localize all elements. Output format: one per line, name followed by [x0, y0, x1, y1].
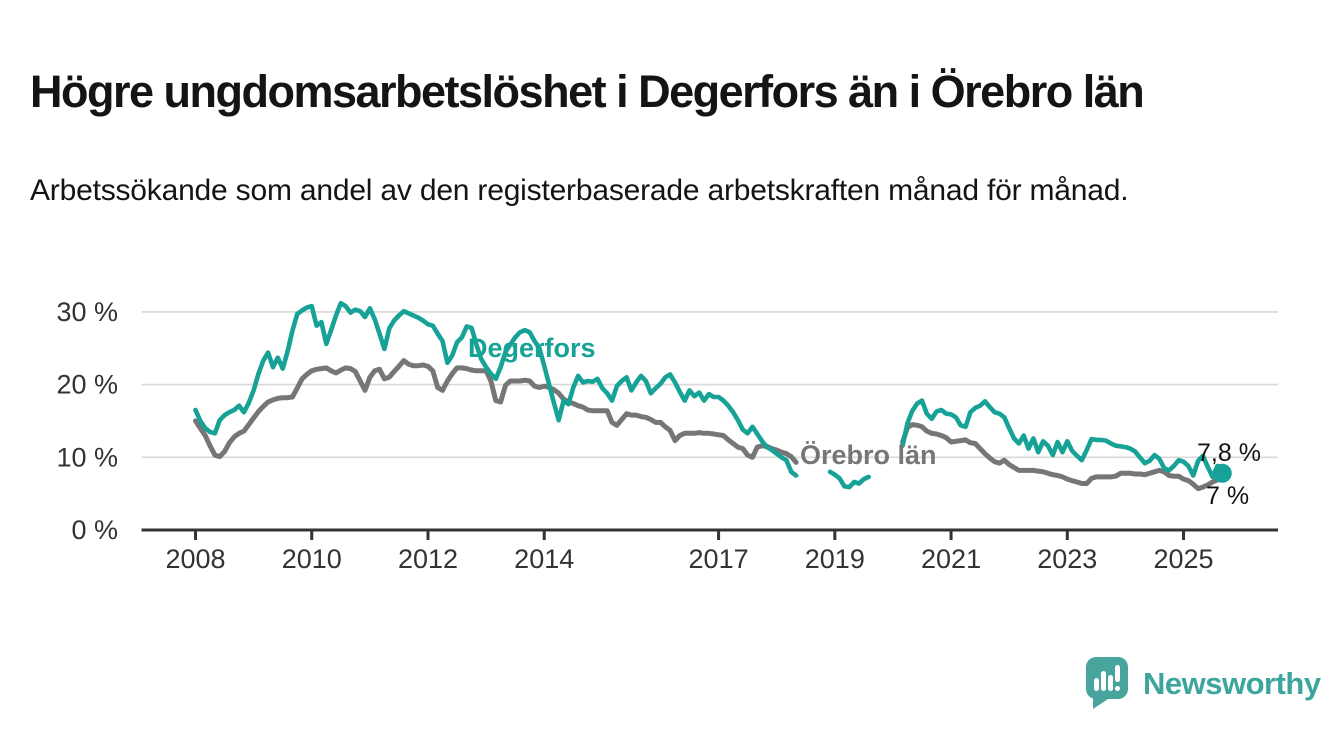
x-tick-label: 2014	[514, 544, 574, 574]
newsworthy-logo-text: Newsworthy	[1143, 665, 1321, 701]
x-tick-label: 2023	[1037, 544, 1097, 574]
y-tick-label: 20 %	[56, 370, 118, 400]
y-tick-label: 10 %	[56, 442, 118, 472]
series-label-orebro-lan: Örebro län	[800, 440, 937, 470]
page-title: Högre ungdomsarbetslöshet i Degerfors än…	[30, 66, 1145, 118]
x-tick-label: 2019	[805, 544, 865, 574]
series-line-degerfors	[193, 300, 1225, 490]
series-label-degerfors: Degerfors	[468, 333, 596, 363]
x-tick-label: 2010	[282, 544, 342, 574]
end-value-label-degerfors: 7,8 %	[1197, 439, 1261, 467]
series-end-dot-degerfors	[1212, 463, 1232, 483]
newsworthy-logo-icon	[1086, 657, 1128, 709]
x-tick-label: 2008	[165, 544, 225, 574]
end-value-label-orebro-lan: 7 %	[1206, 482, 1249, 510]
x-tick-label: 2025	[1154, 544, 1214, 574]
newsworthy-brand: Newsworthy	[1086, 655, 1321, 712]
y-tick-label: 30 %	[56, 297, 118, 327]
y-tick-label: 0 %	[71, 515, 118, 545]
series-line-orebro-lan	[193, 358, 1225, 492]
x-tick-label: 2017	[689, 544, 749, 574]
x-tick-label: 2012	[398, 544, 458, 574]
x-tick-label: 2021	[921, 544, 981, 574]
page-subtitle: Arbetssökande som andel av den registerb…	[30, 174, 1129, 207]
